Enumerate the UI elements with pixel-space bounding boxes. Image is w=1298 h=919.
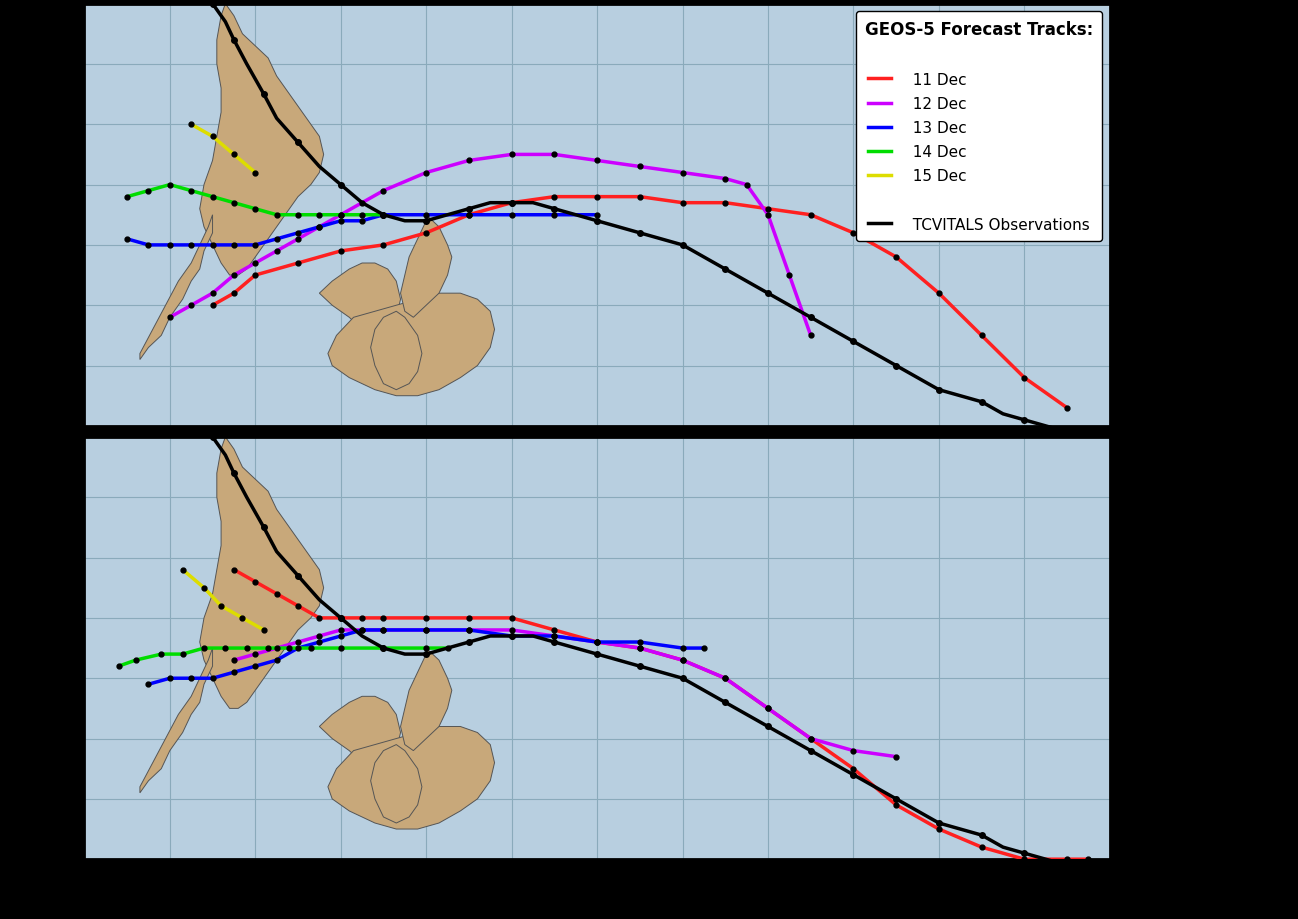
Polygon shape bbox=[371, 744, 422, 823]
Polygon shape bbox=[328, 294, 495, 396]
Polygon shape bbox=[328, 727, 495, 829]
Polygon shape bbox=[401, 216, 452, 318]
Polygon shape bbox=[401, 649, 452, 751]
Polygon shape bbox=[319, 264, 401, 336]
Text: Without GPM: Without GPM bbox=[1106, 215, 1127, 380]
Polygon shape bbox=[200, 437, 323, 709]
Polygon shape bbox=[200, 5, 323, 276]
Polygon shape bbox=[319, 697, 401, 769]
Legend: ,   11 Dec,   12 Dec,   13 Dec,   14 Dec,   15 Dec, ,   TCVITALS Observations: , 11 Dec, 12 Dec, 13 Dec, 14 Dec, 15 Dec… bbox=[855, 12, 1102, 242]
Polygon shape bbox=[371, 312, 422, 391]
Polygon shape bbox=[140, 649, 213, 793]
Text: With GPM: With GPM bbox=[1106, 649, 1127, 771]
Polygon shape bbox=[140, 216, 213, 360]
